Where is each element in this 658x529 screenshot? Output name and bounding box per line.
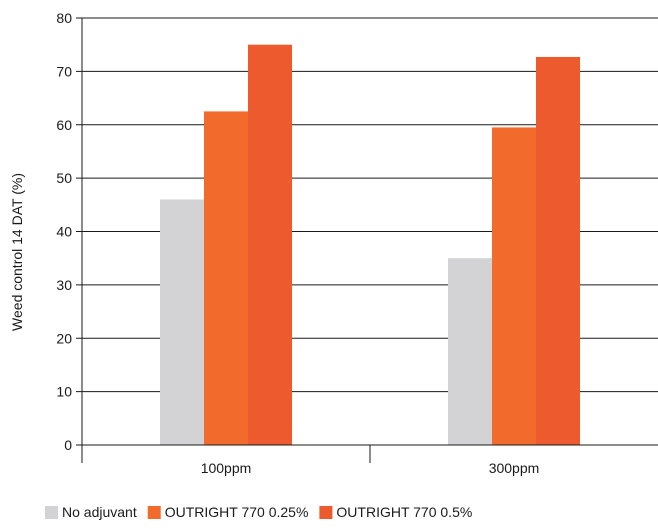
bar-100ppm-2 — [204, 111, 248, 445]
y-tick-label: 20 — [56, 330, 72, 346]
y-tick-label: 80 — [56, 10, 72, 26]
y-tick-labels: 0 10 20 30 40 50 60 70 80 — [56, 10, 72, 453]
bar-100ppm-3 — [248, 44, 292, 445]
legend-label: OUTRIGHT 770 0.5% — [336, 504, 472, 520]
bar-100ppm-1 — [160, 199, 204, 445]
bar-300ppm-3 — [536, 56, 580, 446]
x-tick-label: 100ppm — [201, 460, 252, 476]
legend-swatch — [45, 506, 58, 519]
legend-swatch — [147, 506, 161, 519]
y-tick-label: 70 — [56, 63, 72, 79]
legend: No adjuvant OUTRIGHT 770 0.25% OUTRIGHT 77… — [45, 504, 472, 520]
x-tick-label: 300ppm — [489, 460, 540, 476]
y-axis-label: Weed control 14 DAT (%) — [9, 173, 25, 331]
x-tick-labels: 100ppm 300ppm — [201, 460, 540, 476]
y-tick-label: 10 — [56, 384, 72, 400]
axes — [81, 18, 658, 463]
legend-label: OUTRIGHT 770 0.25% — [165, 504, 309, 520]
bars — [160, 44, 580, 446]
y-tick-label: 60 — [56, 117, 72, 133]
bar-300ppm-2 — [492, 127, 536, 445]
legend-swatch — [319, 506, 333, 519]
y-tick-label: 50 — [56, 170, 72, 186]
y-tick-label: 30 — [56, 277, 72, 293]
legend-label: No adjuvant — [62, 504, 137, 520]
bar-300ppm-1 — [448, 258, 492, 445]
y-tick-label: 0 — [64, 437, 72, 453]
y-tick-label: 40 — [56, 224, 72, 240]
